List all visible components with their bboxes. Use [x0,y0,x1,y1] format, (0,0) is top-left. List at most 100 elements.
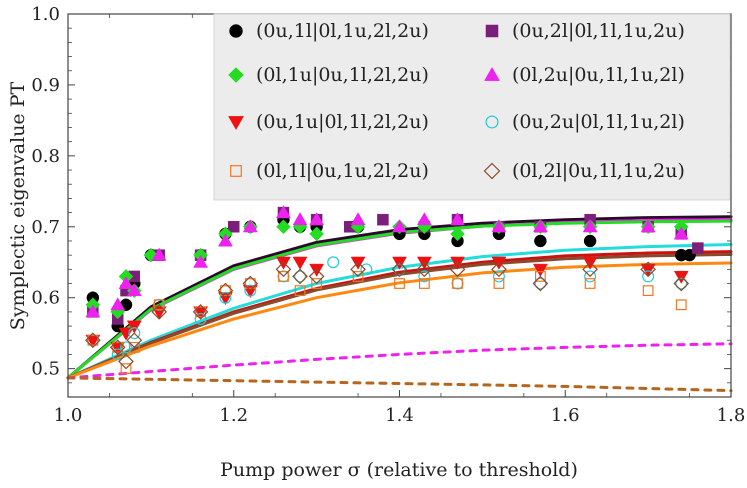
point-s7-1 [109,339,126,356]
point-s7-3 [126,332,143,349]
point-s3-4 [151,247,167,261]
legend-label-5: (0u,2u|0l,1l,1u,2l) [512,111,685,133]
point-s5-15 [492,270,505,283]
x-tick-label-3: 1.6 [551,405,580,426]
point-s7-7 [242,275,259,292]
point-s6-14 [452,278,463,289]
point-s6-16 [534,271,546,282]
point-s5-2 [120,341,133,354]
point-s3-16 [532,219,548,233]
point-s5-5 [194,312,207,325]
point-s7-13 [416,261,433,278]
y-axis-label: Symplectic eigenvalue PT [7,81,29,330]
point-s3-1 [110,297,126,311]
point-s6-5 [195,306,207,318]
point-s3-19 [673,226,689,240]
y-tick-label-5: 1.0 [31,4,60,25]
legend-label-6: (0l,1l|0u,1u,2l,2u) [256,160,429,182]
legend-label-7: (0l,2l|0u,1l,1u,2u) [512,160,685,182]
point-s3-9 [292,212,308,226]
point-s3-7 [242,219,258,233]
point-s3-14 [450,212,465,226]
point-s7-12 [391,261,408,278]
point-s2-4 [143,247,159,263]
point-s3-15 [491,219,507,233]
curve-7 [66,342,733,380]
point-s7-11 [350,261,366,278]
point-s3-0 [85,304,101,318]
point-s1-6 [228,221,240,233]
legend-marker-3 [484,66,500,81]
point-s4-18 [640,263,656,277]
legend-marker-4 [228,116,244,131]
point-s3-5 [193,254,209,268]
point-s5-11 [360,263,373,276]
point-s6-13 [418,278,430,289]
legend-marker-1 [485,24,499,38]
point-s7-18 [640,261,656,278]
legend-label-0: (0u,1l|0l,1u,2l,2u) [256,20,429,42]
point-s7-14 [449,261,466,278]
point-s5-17 [584,270,597,283]
legend-marker-6 [230,165,242,177]
x-tick-label-2: 1.4 [385,405,414,426]
point-s3-2 [118,276,134,290]
point-s3-8 [276,205,291,219]
point-s1-10 [377,213,389,226]
point-s7-8 [275,261,292,278]
point-s6-19 [675,299,687,311]
point-s5-7 [244,284,257,297]
point-s7-4 [151,304,168,320]
point-s5-10 [327,256,340,269]
point-s7-15 [491,261,507,278]
x-axis-label: Pump power σ (relative to threshold) [220,459,578,481]
point-s3-10 [309,212,325,226]
point-s3-18 [640,219,656,233]
legend-marker-7 [483,162,501,180]
y-tick-label-2: 0.7 [31,217,60,238]
point-s6-17 [584,278,596,289]
point-s4-3 [126,320,142,334]
point-s7-0 [85,332,101,349]
point-s6-6 [220,285,231,297]
point-s5-12 [393,263,406,276]
legend-label-2: (0l,1u|0u,1l,2l,2u) [256,64,429,86]
data-points [85,205,704,375]
point-s7-10 [308,268,325,285]
point-s6-1 [112,341,124,353]
point-s0-17 [583,234,597,248]
point-s5-9 [294,270,307,283]
point-s5-18 [642,270,655,283]
y-tick-label-4: 0.9 [31,75,60,96]
point-s7-9 [292,268,308,285]
point-s4-9 [292,256,308,270]
point-s6-0 [87,334,99,346]
legend: (0u,1l|0l,1u,2l,2u) (0u,2l|0l,1l,1u,2u) (0… [213,13,731,201]
y-tick-label-1: 0.6 [31,288,60,309]
point-s6-7 [244,278,256,289]
legend-marker-5 [485,115,499,129]
point-s5-19 [675,277,688,290]
axis-ticks: 1.0 1.2 1.4 1.6 1.8 0.5 0.6 0.7 0.8 0.9 1.0 [31,4,745,426]
point-s7-16 [532,275,549,292]
point-s3-6 [218,233,233,247]
point-s0-16 [534,234,547,248]
point-s3-11 [350,212,366,226]
point-s3-12 [392,219,407,233]
legend-label-4: (0u,1u|0l,1l,2l,2u) [256,111,429,133]
point-s7-17 [582,261,598,278]
point-s3-17 [582,219,598,233]
point-s6-2 [120,363,132,375]
point-s2-14 [450,226,465,242]
point-s5-16 [534,277,547,290]
point-s3-13 [416,212,432,226]
point-s6-12 [394,278,405,289]
point-s1-18 [692,242,704,254]
point-s6-18 [642,285,654,297]
point-s7-19 [673,275,690,292]
point-s6-15 [493,278,505,289]
curve-8 [66,376,733,393]
point-s4-16 [532,263,548,277]
point-s6-9 [294,285,306,297]
